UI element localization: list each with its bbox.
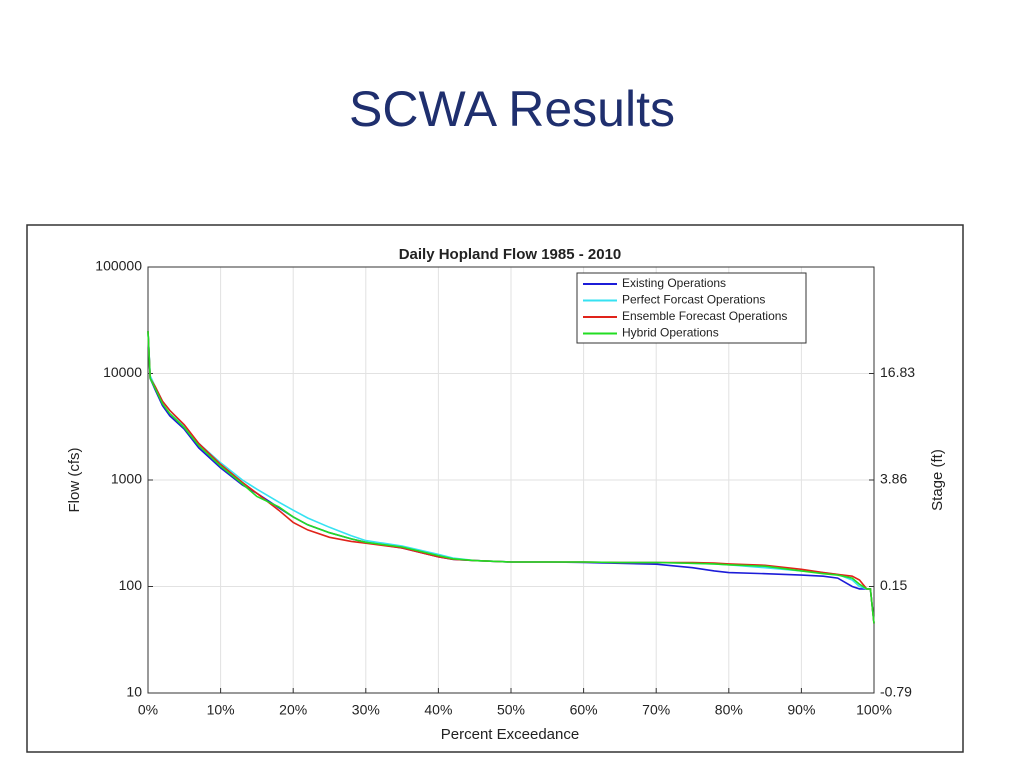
y-tick-label: 1000 — [111, 471, 142, 487]
x-tick-label: 30% — [352, 702, 380, 718]
slide-title: SCWA Results — [349, 81, 675, 137]
x-tick-label: 90% — [787, 702, 815, 718]
y-axis-label: Flow (cfs) — [66, 448, 83, 513]
x-axis-label: Percent Exceedance — [441, 726, 579, 743]
chart-frame — [26, 224, 964, 753]
y2-tick-label: 16.83 — [880, 364, 915, 380]
chart-title: Daily Hopland Flow 1985 - 2010 — [399, 246, 622, 263]
x-tick-label: 10% — [207, 702, 235, 718]
y-tick-label: 100000 — [95, 258, 142, 274]
y2-tick-label: -0.79 — [880, 684, 912, 700]
x-tick-label: 50% — [497, 702, 525, 718]
legend: Existing Operations Perfect Forcast Opera… — [576, 272, 807, 344]
legend-label: Hybrid Operations — [622, 326, 719, 340]
legend-label: Ensemble Forecast Operations — [622, 309, 787, 323]
y-tick-label: 100 — [119, 577, 143, 593]
plot-frame — [147, 266, 875, 694]
x-tick-label: 60% — [570, 702, 598, 718]
y2-tick-label: 0.15 — [880, 577, 907, 593]
y-tick-label: 10 — [126, 684, 142, 700]
legend-label: Perfect Forcast Operations — [622, 293, 765, 307]
x-tick-label: 80% — [715, 702, 743, 718]
x-tick-label: 20% — [279, 702, 307, 718]
x-tick-label: 100% — [856, 702, 892, 718]
x-tick-label: 40% — [424, 702, 452, 718]
x-tick-label: 0% — [138, 702, 158, 718]
y2-axis-label: Stage (ft) — [929, 449, 946, 511]
y2-tick-label: 3.86 — [880, 471, 907, 487]
legend-label: Existing Operations — [622, 276, 726, 290]
x-tick-label: 70% — [642, 702, 670, 718]
legend-box — [576, 272, 807, 344]
y-tick-label: 10000 — [103, 364, 142, 380]
line-series — [147, 331, 875, 624]
